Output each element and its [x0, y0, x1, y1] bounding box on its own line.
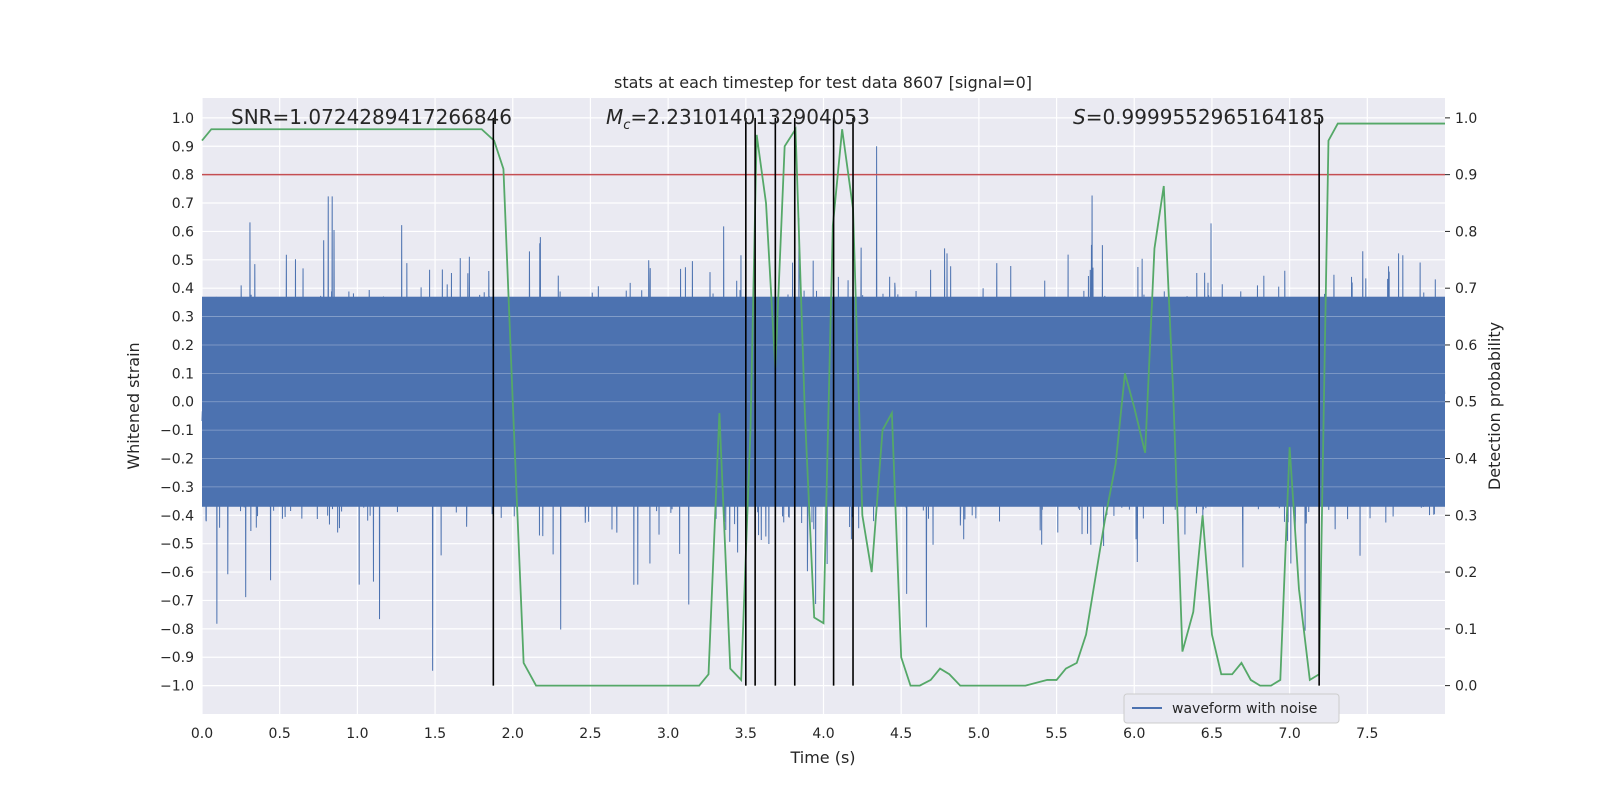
- waveform-core-band: [202, 296, 1445, 507]
- y-right-tick-label: 0.5: [1455, 395, 1477, 411]
- s-value: =0.9999552965164185: [1086, 105, 1325, 129]
- legend-label: waveform with noise: [1172, 701, 1317, 717]
- y-left-tick-label: −0.1: [160, 423, 194, 439]
- probability-line: [201, 122, 1445, 687]
- mc-annotation: Mc=2.2310140132904053: [606, 105, 870, 133]
- y-left-tick-label: 0.1: [172, 366, 194, 382]
- chart-title: stats at each timestep for test data 860…: [614, 73, 1032, 92]
- x-tick-label: 6.0: [1123, 726, 1145, 742]
- y-left-tick-label: −0.8: [160, 622, 194, 638]
- x-tick-label: 4.5: [890, 726, 912, 742]
- x-tick-label: 0.5: [269, 726, 291, 742]
- y-right-tick-label: 0.2: [1455, 565, 1477, 581]
- mc-value: =2.2310140132904053: [630, 105, 869, 129]
- x-tick-label: 7.0: [1278, 726, 1300, 742]
- vertical-markers: [492, 117, 1320, 686]
- y-right-tick-label: 0.7: [1455, 281, 1477, 297]
- x-tick-label: 5.0: [968, 726, 990, 742]
- x-tick-label: 1.0: [346, 726, 368, 742]
- x-tick-label: 6.5: [1201, 726, 1223, 742]
- tick-labels: 0.0 0.5 1.0 1.5 2.0 2.5 3.0 3.5 4.0 4.5 5.0 5.5 6.0 6…: [160, 111, 1477, 742]
- legend: waveform with noise: [1123, 693, 1340, 724]
- y-left-tick-label: −0.6: [160, 565, 194, 581]
- y-right-tick-label: 0.3: [1455, 508, 1477, 524]
- x-tick-label: 3.0: [657, 726, 679, 742]
- y-right-tick-label: 0.6: [1455, 338, 1477, 354]
- y-right-tick-label: 0.8: [1455, 224, 1477, 240]
- y-left-tick-label: 0.6: [172, 224, 194, 240]
- x-tick-label: 2.5: [579, 726, 601, 742]
- y-axis-right-label: Detection probability: [1485, 322, 1504, 490]
- mc-symbol: M: [606, 105, 623, 129]
- y-left-tick-label: 0.2: [172, 338, 194, 354]
- x-tick-label: 0.0: [191, 726, 213, 742]
- y-left-tick-label: −0.7: [160, 593, 194, 609]
- y-left-tick-label: −1.0: [160, 679, 194, 695]
- y-left-tick-label: 0.8: [172, 168, 194, 184]
- y-left-tick-label: 0.5: [172, 253, 194, 269]
- x-tick-label: 3.5: [735, 726, 757, 742]
- y-left-tick-label: −0.2: [160, 452, 194, 468]
- x-tick-label: 2.0: [502, 726, 524, 742]
- y-right-tick-label: 0.0: [1455, 679, 1477, 695]
- y-left-tick-label: 0.9: [172, 139, 194, 155]
- y-left-tick-label: −0.3: [160, 480, 194, 496]
- x-tick-label: 7.5: [1356, 726, 1378, 742]
- s-annotation: S=0.9999552965164185: [1073, 105, 1325, 129]
- probability-series: [201, 122, 1445, 687]
- y-axis-left-label: Whitened strain: [124, 342, 143, 469]
- y-left-tick-label: −0.4: [160, 508, 194, 524]
- y-left-tick-label: 0.4: [172, 281, 194, 297]
- noise-series: [201, 146, 1446, 671]
- snr-annotation: SNR=1.0724289417266846: [231, 105, 512, 129]
- x-axis-label: Time (s): [789, 748, 855, 767]
- y-right-tick-label: 0.4: [1455, 452, 1477, 468]
- s-symbol: S: [1073, 105, 1086, 129]
- mc-subscript: c: [623, 118, 630, 133]
- y-right-tick-label: 1.0: [1455, 111, 1477, 127]
- y-left-tick-label: 0.0: [172, 395, 194, 411]
- y-left-tick-label: 0.3: [172, 310, 194, 326]
- y-left-tick-label: −0.9: [160, 650, 194, 666]
- legend-box: [1123, 693, 1340, 724]
- x-tick-label: 5.5: [1045, 726, 1067, 742]
- y-left-tick-label: 1.0: [172, 111, 194, 127]
- y-right-tick-label: 0.9: [1455, 168, 1477, 184]
- x-tick-label: 1.5: [424, 726, 446, 742]
- y-left-tick-label: −0.5: [160, 537, 194, 553]
- x-tick-label: 4.0: [812, 726, 834, 742]
- y-left-tick-label: 0.7: [172, 196, 194, 212]
- y-right-tick-label: 0.1: [1455, 622, 1477, 638]
